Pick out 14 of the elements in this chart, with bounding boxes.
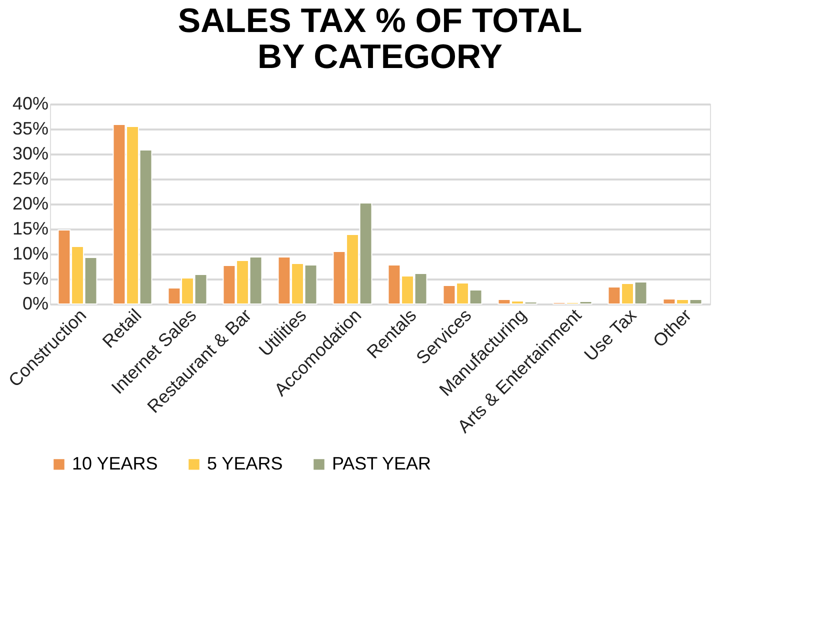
y-tick-label: 35% [12,118,48,138]
y-tick-label: 20% [12,194,48,214]
legend-label: 5 YEARS [207,453,283,474]
text: BY CATEGORY [258,38,502,76]
legend-label: PAST YEAR [332,453,432,474]
y-tick-label: 5% [22,268,48,288]
y-tick-label: 25% [12,168,48,188]
legend-label: 10 YEARS [72,453,158,474]
y-tick-label: 40% [12,94,48,114]
y-tick-label: 10% [12,244,48,264]
y-tick-label: 15% [12,218,48,238]
text: SALES TAX % OF TOTAL [178,2,582,40]
y-tick-label: 30% [12,144,48,164]
y-tick-label: 0% [22,294,48,314]
